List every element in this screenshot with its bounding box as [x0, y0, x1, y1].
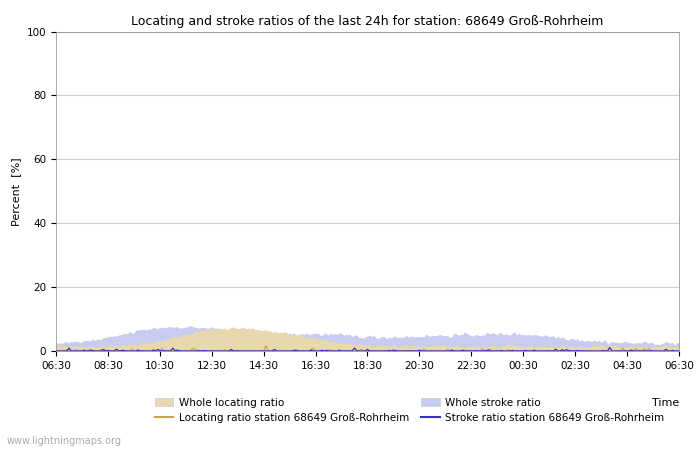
- Text: www.lightningmaps.org: www.lightningmaps.org: [7, 436, 122, 446]
- Title: Locating and stroke ratios of the last 24h for station: 68649 Groß-Rohrheim: Locating and stroke ratios of the last 2…: [132, 14, 603, 27]
- Y-axis label: Percent  [%]: Percent [%]: [11, 157, 21, 225]
- Legend: Whole locating ratio, Locating ratio station 68649 Groß-Rohrheim, Whole stroke r: Whole locating ratio, Locating ratio sta…: [155, 398, 664, 423]
- Text: Time: Time: [652, 398, 679, 408]
